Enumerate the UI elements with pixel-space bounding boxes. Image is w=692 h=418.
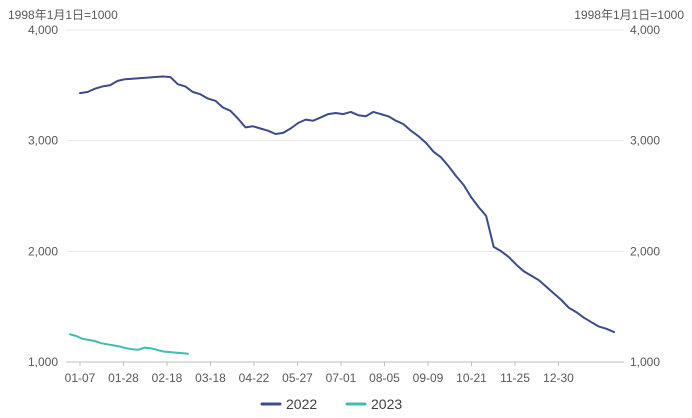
x-tick-label: 05-27 bbox=[282, 371, 313, 385]
x-tick-label: 11-25 bbox=[500, 371, 530, 385]
series-line-2023 bbox=[69, 333, 189, 355]
legend-label: 2023 bbox=[371, 396, 402, 412]
y-tick-label-left: 3,000 bbox=[28, 134, 58, 148]
y-tick-label-right: 4,000 bbox=[630, 23, 660, 37]
x-tick-label: 01-28 bbox=[108, 371, 139, 385]
y-axis-left: 1,000 2,000 3,000 4,000 bbox=[28, 23, 58, 369]
x-tick-label: 04-22 bbox=[239, 371, 270, 385]
legend-item-2023[interactable]: 2023 bbox=[345, 396, 402, 412]
y-tick-label-right: 2,000 bbox=[630, 244, 660, 258]
x-tick-label: 12-30 bbox=[543, 371, 574, 385]
x-tick-label: 08-05 bbox=[369, 371, 400, 385]
y-tick-label-left: 2,000 bbox=[28, 244, 58, 258]
x-tick-label: 07-01 bbox=[326, 371, 357, 385]
x-tick-label: 01-07 bbox=[65, 371, 96, 385]
x-axis: 01-07 01-28 02-18 03-18 04-22 05-27 07-01 08-05… bbox=[65, 362, 574, 385]
legend-label: 2022 bbox=[286, 396, 317, 412]
y-axis-right: 1,000 2,000 3,000 4,000 bbox=[630, 23, 660, 369]
x-tick-label: 10-21 bbox=[456, 371, 487, 385]
y-tick-label-right: 3,000 bbox=[630, 134, 660, 148]
y-tick-label-right: 1,000 bbox=[630, 355, 660, 369]
series-lines bbox=[69, 75, 615, 355]
legend-item-2022[interactable]: 2022 bbox=[260, 396, 317, 412]
gridlines bbox=[66, 29, 624, 363]
right-axis-unit: 1998年1月1日=1000 bbox=[574, 8, 684, 22]
y-tick-label-left: 1,000 bbox=[28, 355, 58, 369]
legend[interactable]: 2022 2023 bbox=[260, 396, 402, 412]
left-axis-unit: 1998年1月1日=1000 bbox=[8, 8, 118, 22]
series-line-2022 bbox=[79, 75, 615, 334]
x-tick-label: 03-18 bbox=[195, 371, 226, 385]
y-tick-label-left: 4,000 bbox=[28, 23, 58, 37]
x-tick-label: 02-18 bbox=[152, 371, 183, 385]
x-tick-label: 09-09 bbox=[413, 371, 444, 385]
